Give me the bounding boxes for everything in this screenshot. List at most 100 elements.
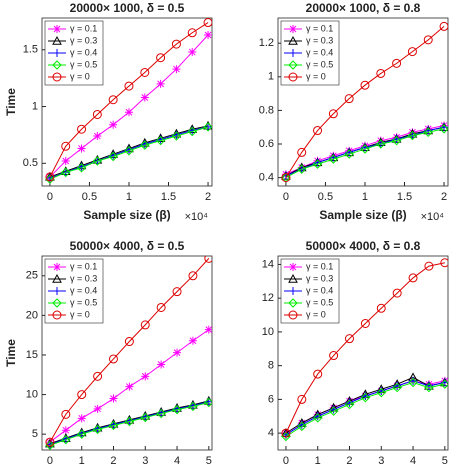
legend-marker: [288, 310, 298, 320]
data-point: [424, 382, 434, 393]
y-tick-label: 0.6: [259, 138, 274, 150]
x-tick-label: 0: [47, 191, 53, 203]
legend-marker: [289, 287, 297, 295]
data-point: [344, 149, 354, 159]
legend-label: γ = 0.1: [70, 261, 97, 271]
y-tick-label: 6: [268, 393, 274, 405]
data-point: [392, 58, 402, 68]
legend-marker: [288, 60, 298, 70]
x-tick-label: 1: [126, 191, 132, 203]
x-multiplier: ×10⁴: [421, 211, 445, 223]
chart-title: 20000× 1000, δ = 0.8: [306, 1, 421, 15]
chart-title: 50000× 4000, δ = 0.5: [70, 239, 185, 253]
data-point: [376, 387, 386, 398]
data-point: [344, 94, 354, 104]
x-tick-label: 4: [410, 455, 416, 467]
x-tick-label: 0: [283, 191, 289, 203]
data-point: [124, 146, 134, 156]
data-point: [124, 81, 134, 91]
data-point: [408, 377, 418, 388]
data-point: [156, 408, 166, 419]
data-point: [360, 144, 370, 154]
data-point: [140, 320, 150, 330]
data-point: [344, 334, 354, 344]
series-line: [285, 262, 445, 434]
data-point: [423, 127, 433, 137]
data-point: [204, 325, 212, 334]
data-point: [108, 95, 118, 105]
y-tick-label: 20: [26, 309, 38, 321]
x-tick-label: 2: [346, 455, 352, 467]
data-point: [77, 429, 87, 439]
data-point: [157, 360, 166, 369]
data-point: [376, 139, 386, 149]
legend-label: γ = 0.5: [70, 297, 97, 307]
data-point: [188, 336, 197, 345]
data-point: [439, 21, 448, 31]
x-tick-label: 1: [362, 191, 368, 203]
series-line: [285, 26, 445, 178]
y-tick-label: 1.5: [23, 44, 38, 56]
data-point: [281, 428, 291, 438]
x-tick-label: 1.5: [397, 191, 412, 203]
data-point: [204, 256, 212, 263]
data-point: [93, 132, 102, 141]
x-tick-label: 3: [378, 455, 384, 467]
x-tick-label: 3: [142, 455, 148, 467]
y-axis-label: Time: [4, 339, 18, 367]
data-point: [172, 287, 182, 297]
data-point: [360, 318, 370, 328]
legend-label: γ = 0: [306, 309, 326, 319]
data-point: [344, 399, 355, 410]
data-point: [360, 80, 370, 90]
data-point: [156, 53, 166, 63]
y-tick-label: 0.5: [23, 157, 38, 169]
series-line: [49, 402, 209, 446]
data-point: [313, 413, 323, 423]
legend-label: γ = 0.3: [70, 273, 97, 283]
data-point: [203, 18, 212, 28]
subplot: 20000× 1000, δ = 0.8 Sample size (β) ×10⁴ 0…: [259, 1, 449, 223]
y-tick-label: 0.8: [259, 104, 274, 116]
y-tick-label: 8: [268, 360, 274, 372]
data-point: [61, 434, 71, 445]
data-point: [109, 120, 118, 129]
data-point: [204, 122, 212, 131]
legend-marker: [289, 49, 297, 57]
data-point: [108, 354, 118, 364]
data-point: [171, 131, 182, 141]
series-layer: [281, 258, 448, 442]
series-line: [285, 128, 445, 179]
y-tick-label: 1.2: [259, 37, 274, 49]
data-point: [423, 35, 433, 45]
data-point: [172, 404, 182, 415]
legend-marker: [289, 25, 297, 33]
legend-label: γ = 0.1: [306, 23, 333, 33]
y-tick-label: 14: [262, 258, 274, 270]
data-point: [108, 420, 119, 431]
y-tick-label: 4: [268, 427, 274, 439]
data-point: [124, 337, 134, 347]
legend: γ = 0.1 γ = 0.3 γ = 0.4 γ = 0.5 γ = 0: [44, 20, 104, 86]
data-point: [92, 424, 103, 435]
legend-marker: [52, 72, 62, 82]
data-point: [187, 28, 197, 38]
data-point: [376, 68, 386, 78]
subplot: 20000× 1000, δ = 0.5 Sample size (β) ×10⁴ T…: [4, 1, 213, 223]
data-point: [297, 394, 307, 404]
data-point: [45, 440, 55, 450]
data-point: [328, 406, 339, 416]
legend: γ = 0.1 γ = 0.3 γ = 0.4 γ = 0.5 γ = 0: [280, 258, 340, 324]
data-point: [187, 126, 197, 137]
series-line: [285, 381, 445, 437]
data-point: [392, 382, 402, 393]
legend-label: γ = 0: [70, 71, 90, 81]
legend-marker: [53, 287, 61, 295]
series-layer: [281, 21, 448, 183]
legend-marker: [289, 263, 297, 271]
legend-label: γ = 0.1: [306, 261, 333, 271]
legend-label: γ = 0.3: [70, 35, 97, 45]
y-tick-label: 15: [26, 349, 38, 361]
